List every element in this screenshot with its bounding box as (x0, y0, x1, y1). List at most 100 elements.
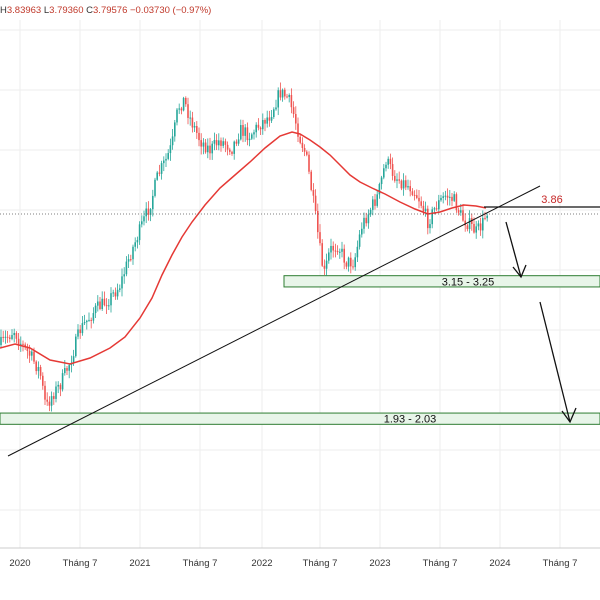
candle-body-261 (259, 127, 262, 130)
change-value: −0.03730 (−0.97%) (130, 5, 212, 16)
candle-body-250 (248, 138, 251, 141)
candle-body-423 (422, 205, 425, 212)
candle-body-461 (460, 210, 462, 213)
candle-body-412 (411, 191, 414, 195)
candle-body-93 (92, 313, 95, 321)
arrow-1-shaft (505, 221, 522, 278)
annotation-labels: 3.86 3.15 - 3.25 1.93 - 2.03 (384, 194, 563, 426)
candle-body-56 (55, 386, 57, 399)
high-value: 3.83963 (6, 5, 42, 16)
candle-body-410 (409, 186, 411, 192)
candle-body-124 (123, 274, 125, 277)
candle-body-78 (77, 329, 79, 337)
candle-body-483 (482, 217, 484, 231)
candle-body-342 (341, 248, 343, 252)
candle-body-36 (35, 361, 37, 372)
candle-body-188 (187, 104, 189, 118)
candle-body-368 (367, 214, 370, 224)
candle-body-228 (226, 144, 229, 150)
candle-body-256 (255, 124, 257, 133)
candle-body-428 (427, 208, 429, 229)
candle-body-151 (149, 209, 152, 215)
candle-body-201 (200, 140, 202, 147)
trendline (7, 185, 541, 457)
x-tick-label-4: 2022 (251, 558, 272, 569)
candle-body-280 (279, 90, 282, 98)
candle-body-481 (479, 223, 482, 231)
candle-body-89 (88, 319, 90, 321)
high-label: H (0, 5, 7, 16)
candle-body-309 (308, 154, 310, 172)
candle-body-287 (286, 96, 288, 98)
candle-body-426 (424, 208, 427, 212)
arrow-2-head (561, 407, 577, 424)
x-tick-label-0: 2020 (9, 558, 30, 569)
candle-body-58 (57, 384, 59, 387)
candle-body-357 (356, 246, 359, 258)
zone-1 (283, 275, 600, 288)
candle-body-252 (251, 134, 253, 139)
candle-body-122 (121, 276, 123, 289)
candle-body-63 (61, 373, 64, 390)
candle-body-316 (314, 195, 317, 211)
candle-body-318 (317, 210, 319, 233)
candle-body-212 (211, 143, 213, 154)
candle-body-307 (306, 151, 308, 155)
candle-body-236 (235, 141, 238, 144)
candle-body-263 (262, 119, 264, 130)
candle-body-14 (13, 332, 15, 336)
candle-body-397 (396, 179, 398, 181)
candle-body-21 (20, 343, 22, 345)
candle-body-173 (171, 136, 174, 146)
candle-body-208 (207, 145, 209, 153)
candle-body-382 (380, 177, 383, 185)
candle-body-54 (53, 396, 55, 399)
close-label: C (86, 5, 94, 16)
candle-body-214 (213, 140, 216, 144)
candle-body-137 (136, 240, 139, 243)
candle-body-302 (301, 142, 304, 148)
candle-body-452 (451, 196, 453, 201)
candle-body-234 (233, 141, 235, 154)
candle-body-16 (15, 332, 18, 339)
candle-body-401 (400, 180, 403, 189)
candle-body-300 (299, 136, 301, 143)
candle-body-379 (378, 184, 381, 195)
candles (0, 82, 488, 412)
candle-body-115 (114, 292, 117, 297)
candle-body-25 (24, 344, 26, 347)
candle-body-129 (127, 259, 130, 262)
candle-body-430 (429, 224, 431, 229)
candle-body-351 (350, 257, 352, 267)
candle-body-206 (204, 142, 207, 153)
x-tick-label-3: Tháng 7 (183, 558, 218, 569)
candle-body-3 (2, 336, 4, 338)
candle-body-355 (354, 257, 356, 268)
arrow-2-shaft (539, 301, 571, 423)
candle-body-210 (209, 145, 211, 154)
candle-body-399 (398, 179, 400, 181)
candle-body-274 (273, 109, 275, 118)
candle-body-247 (246, 127, 249, 141)
candle-body-27 (26, 346, 29, 352)
candle-body-146 (145, 208, 147, 217)
candle-body-225 (224, 141, 227, 145)
candle-body-265 (264, 119, 266, 124)
candle-body-219 (218, 140, 220, 146)
candle-body-100 (99, 301, 101, 309)
candle-body-118 (116, 289, 119, 297)
candle-body-162 (160, 163, 163, 174)
candle-body-324 (323, 265, 326, 269)
candle-body-294 (292, 107, 295, 115)
candle-body-155 (154, 179, 156, 196)
candle-body-192 (191, 117, 194, 128)
candle-body-415 (413, 194, 416, 196)
zone-2 (0, 412, 600, 425)
candle-body-133 (132, 246, 134, 260)
x-tick-label-2: 2021 (129, 558, 150, 569)
candle-body-223 (222, 141, 224, 146)
candle-body-335 (334, 250, 337, 252)
candle-body-12 (11, 335, 13, 339)
candle-body-377 (376, 194, 378, 206)
